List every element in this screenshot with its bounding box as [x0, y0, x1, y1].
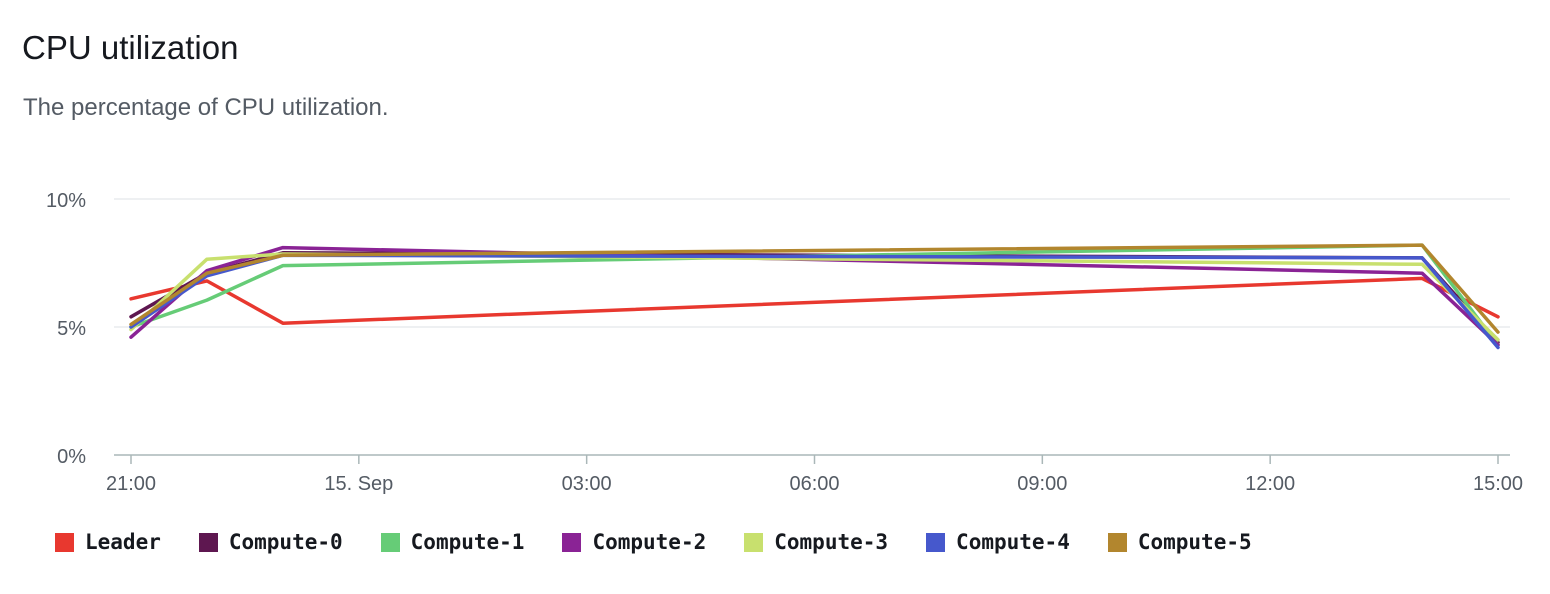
series-line-compute-1[interactable]: [129, 243, 1500, 347]
x-tick-label: 06:00: [789, 473, 839, 495]
legend-label: Compute-4: [956, 530, 1070, 554]
legend-item-compute-1[interactable]: Compute-1: [380, 530, 525, 554]
y-tick-label: 10%: [46, 190, 86, 212]
legend-swatch: [926, 532, 946, 552]
legend-label: Compute-2: [592, 530, 707, 554]
legend-item-compute-0[interactable]: Compute-0: [198, 530, 343, 554]
legend-swatch: [562, 532, 582, 552]
y-axis-labels: 0% 5% 10%: [46, 190, 86, 468]
legend-item-compute-2[interactable]: Compute-2: [562, 530, 706, 554]
chart-subtitle: The percentage of CPU utilization.: [23, 94, 389, 121]
legend-item-compute-4[interactable]: Compute-4: [926, 530, 1070, 554]
x-axis-labels: 21:00 15. Sep 03:00 06:00 09:00 12:00 15:00: [106, 473, 1523, 495]
legend-label: Compute-5: [1137, 530, 1252, 554]
legend-swatch: [55, 532, 74, 552]
y-tick-label: 0%: [57, 446, 86, 468]
legend-item-compute-5[interactable]: Compute-5: [1107, 530, 1252, 554]
x-tick-label: 21:00: [106, 473, 156, 495]
chart-legend: Leader Compute-0 Compute-1 Compute-2 Compute…: [55, 530, 1290, 554]
series-line-compute-5[interactable]: [129, 243, 1500, 334]
legend-swatch: [198, 532, 218, 552]
x-axis: [114, 454, 1510, 464]
x-tick-label: 12:00: [1245, 473, 1295, 495]
legend-label: Compute-1: [410, 530, 525, 554]
chart-title: CPU utilization: [22, 29, 239, 66]
x-tick-label: 03:00: [562, 473, 612, 495]
grid-lines: [114, 198, 1510, 328]
legend-label: Compute-3: [774, 530, 889, 554]
series-line-leader[interactable]: [129, 276, 1500, 325]
cpu-line-chart[interactable]: 0% 5% 10% 21:00 15. Sep 03:00 06:00 09:00 12:00…: [0, 0, 1550, 520]
legend-swatch: [744, 532, 764, 552]
x-tick-label: 09:00: [1017, 473, 1067, 495]
x-tick-label: 15:00: [1473, 473, 1523, 495]
series-lines[interactable]: [129, 243, 1500, 350]
legend-swatch: [1107, 532, 1127, 552]
x-tick-label: 15. Sep: [324, 473, 393, 495]
legend-swatch: [380, 532, 400, 552]
y-tick-label: 5%: [57, 318, 86, 340]
legend-item-leader[interactable]: Leader: [55, 530, 161, 554]
legend-item-compute-3[interactable]: Compute-3: [744, 530, 888, 554]
legend-label: Compute-0: [228, 530, 343, 554]
legend-label: Leader: [85, 530, 161, 554]
